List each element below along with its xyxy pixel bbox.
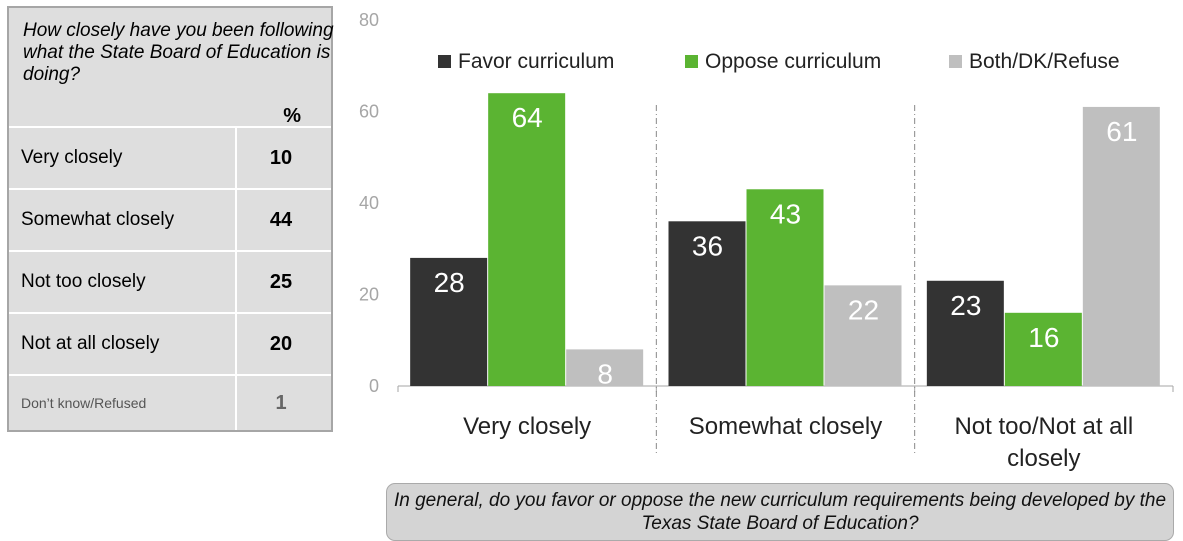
legend-label: Favor curriculum — [458, 50, 614, 73]
bottom-question: In general, do you favor or oppose the n… — [386, 483, 1174, 541]
y-tick-label: 80 — [359, 10, 379, 30]
category-label: closely — [1007, 445, 1080, 472]
table-question: How closely have you been following what… — [23, 20, 334, 85]
bar-value-label: 23 — [950, 290, 981, 321]
row-label: Somewhat closely — [9, 190, 237, 250]
y-tick-label: 60 — [359, 102, 379, 122]
bar-value-label: 36 — [692, 230, 723, 261]
bar — [488, 93, 566, 386]
y-tick-label: 40 — [359, 193, 379, 213]
bar-value-label: 61 — [1106, 116, 1137, 147]
bar-value-label: 8 — [597, 358, 613, 389]
y-tick-label: 20 — [359, 285, 379, 305]
table-row: Not too closely 25 — [9, 252, 331, 314]
table-row: Don’t know/Refused 1 — [9, 376, 331, 430]
row-value: 44 — [269, 208, 293, 231]
bar — [1082, 106, 1160, 387]
bar-value-label: 43 — [770, 198, 801, 229]
bar — [1004, 312, 1082, 386]
row-value: 1 — [275, 391, 287, 414]
table-row: Not at all closely 20 — [9, 314, 331, 376]
row-value: 10 — [269, 146, 293, 169]
legend-label: Both/DK/Refuse — [969, 50, 1120, 73]
y-tick-label: 0 — [369, 376, 379, 396]
bar — [410, 257, 488, 386]
bar — [668, 221, 746, 386]
closeness-table: How closely have you been following what… — [7, 6, 334, 432]
bar — [824, 285, 902, 386]
row-value: 20 — [269, 332, 293, 355]
category-label: Not too/Not at all — [954, 413, 1133, 440]
category-label: Very closely — [463, 413, 591, 440]
row-label: Not too closely — [9, 252, 237, 312]
bar-value-label: 16 — [1028, 322, 1059, 353]
bar — [566, 349, 644, 386]
table-header: How closely have you been following what… — [9, 8, 334, 128]
row-value: 25 — [269, 270, 293, 293]
bar-value-label: 28 — [434, 267, 465, 298]
bar-value-label: 22 — [848, 294, 879, 325]
table-row: Somewhat closely 44 — [9, 190, 331, 252]
bar-value-label: 64 — [512, 102, 543, 133]
legend-label: Oppose curriculum — [705, 50, 881, 73]
row-label: Not at all closely — [9, 314, 237, 374]
legend-swatch — [438, 55, 451, 68]
table-row: Very closely 10 — [9, 128, 331, 190]
legend-swatch — [949, 55, 962, 68]
bar — [746, 189, 824, 386]
category-label: Somewhat closely — [689, 413, 882, 440]
legend-swatch — [685, 55, 698, 68]
percent-header: % — [283, 105, 301, 127]
row-label: Don’t know/Refused — [9, 376, 237, 430]
row-label: Very closely — [9, 128, 237, 188]
bar — [926, 280, 1004, 386]
